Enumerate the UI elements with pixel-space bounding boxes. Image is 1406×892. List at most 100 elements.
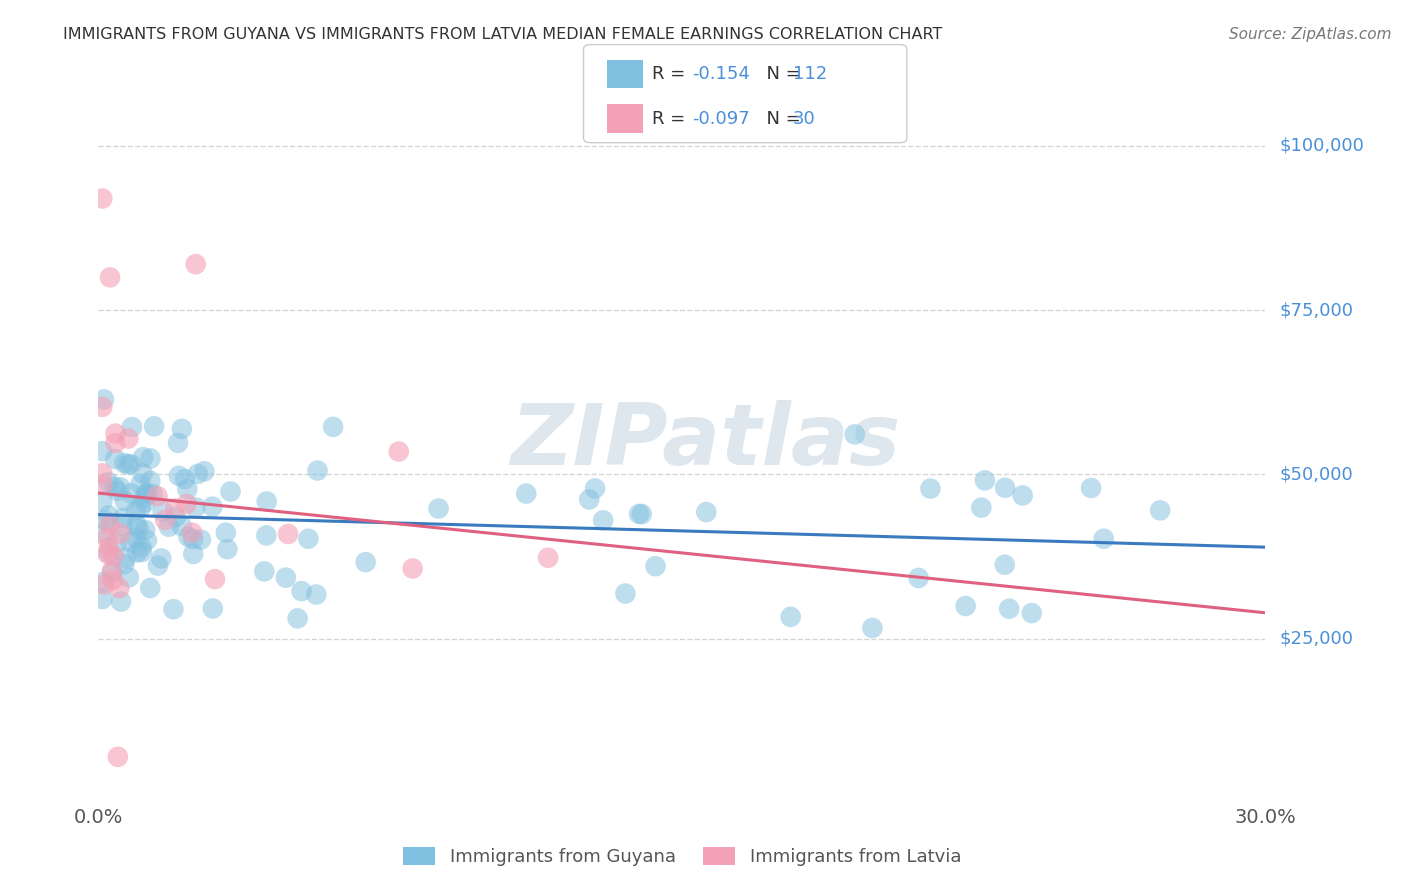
Immigrants from Latvia	[104, 426, 127, 441]
Immigrants from Guyana	[193, 464, 215, 478]
Text: IMMIGRANTS FROM GUYANA VS IMMIGRANTS FROM LATVIA MEDIAN FEMALE EARNINGS CORRELAT: IMMIGRANTS FROM GUYANA VS IMMIGRANTS FRO…	[63, 27, 942, 42]
Immigrants from Guyana	[167, 436, 190, 450]
Immigrants from Latvia	[104, 436, 127, 450]
Text: -0.097: -0.097	[692, 110, 749, 128]
Immigrants from Guyana	[176, 482, 198, 496]
Immigrants from Guyana	[129, 500, 152, 515]
Immigrants from Guyana	[114, 494, 136, 508]
Immigrants from Guyana	[112, 557, 135, 571]
Immigrants from Guyana	[181, 547, 204, 561]
Immigrants from Latvia	[165, 501, 187, 516]
Immigrants from Latvia	[91, 478, 114, 492]
Text: $25,000: $25,000	[1279, 630, 1354, 648]
Immigrants from Latvia	[108, 526, 131, 541]
Immigrants from Guyana	[111, 518, 134, 533]
Immigrants from Latvia	[98, 517, 121, 532]
Immigrants from Latvia	[101, 564, 124, 578]
Immigrants from Guyana	[135, 487, 157, 501]
Immigrants from Guyana	[132, 491, 155, 505]
Immigrants from Latvia	[91, 192, 114, 206]
Immigrants from Guyana	[1092, 532, 1115, 546]
Immigrants from Guyana	[134, 523, 156, 537]
Text: ZIPatlas: ZIPatlas	[510, 400, 900, 483]
Immigrants from Guyana	[125, 531, 148, 545]
Immigrants from Guyana	[290, 584, 312, 599]
Text: R =: R =	[652, 65, 692, 83]
Immigrants from Guyana	[170, 519, 193, 533]
Immigrants from Latvia	[388, 444, 411, 458]
Immigrants from Guyana	[862, 621, 884, 635]
Immigrants from Guyana	[134, 495, 156, 509]
Immigrants from Guyana	[427, 501, 450, 516]
Text: N =: N =	[755, 65, 807, 83]
Text: Source: ZipAtlas.com: Source: ZipAtlas.com	[1229, 27, 1392, 42]
Immigrants from Guyana	[139, 451, 162, 466]
Immigrants from Guyana	[129, 477, 152, 491]
Immigrants from Latvia	[97, 547, 120, 561]
Immigrants from Latvia	[103, 549, 125, 563]
Immigrants from Guyana	[974, 474, 997, 488]
Immigrants from Guyana	[201, 500, 224, 514]
Immigrants from Guyana	[120, 535, 142, 549]
Text: N =: N =	[755, 110, 807, 128]
Immigrants from Guyana	[354, 555, 377, 569]
Immigrants from Guyana	[157, 520, 180, 534]
Immigrants from Guyana	[110, 594, 132, 608]
Immigrants from Guyana	[287, 611, 309, 625]
Immigrants from Guyana	[215, 525, 238, 540]
Immigrants from Latvia	[98, 270, 121, 285]
Immigrants from Guyana	[994, 558, 1017, 572]
Immigrants from Guyana	[115, 550, 138, 565]
Immigrants from Guyana	[103, 480, 125, 494]
Immigrants from Guyana	[187, 467, 209, 481]
Immigrants from Latvia	[176, 497, 198, 511]
Immigrants from Latvia	[204, 572, 226, 586]
Immigrants from Latvia	[93, 577, 115, 591]
Immigrants from Guyana	[136, 533, 159, 548]
Immigrants from Latvia	[153, 513, 176, 527]
Immigrants from Guyana	[779, 609, 801, 624]
Text: 30: 30	[793, 110, 815, 128]
Immigrants from Guyana	[170, 422, 193, 436]
Immigrants from Guyana	[165, 509, 187, 524]
Immigrants from Guyana	[93, 392, 115, 407]
Immigrants from Guyana	[1080, 481, 1102, 495]
Text: -0.154: -0.154	[692, 65, 749, 83]
Immigrants from Guyana	[91, 444, 114, 458]
Immigrants from Guyana	[305, 588, 328, 602]
Immigrants from Guyana	[101, 566, 124, 580]
Immigrants from Guyana	[125, 504, 148, 518]
Immigrants from Latvia	[537, 550, 560, 565]
Immigrants from Latvia	[277, 527, 299, 541]
Immigrants from Guyana	[125, 518, 148, 533]
Immigrants from Guyana	[998, 601, 1021, 615]
Immigrants from Guyana	[127, 545, 149, 559]
Immigrants from Guyana	[1149, 503, 1171, 517]
Immigrants from Latvia	[101, 573, 124, 587]
Immigrants from Guyana	[181, 532, 204, 546]
Immigrants from Guyana	[628, 507, 651, 521]
Immigrants from Guyana	[131, 467, 153, 481]
Immigrants from Guyana	[201, 601, 224, 615]
Immigrants from Guyana	[128, 522, 150, 536]
Immigrants from Guyana	[139, 581, 162, 595]
Immigrants from Guyana	[152, 505, 174, 519]
Immigrants from Guyana	[143, 419, 166, 434]
Immigrants from Guyana	[167, 468, 190, 483]
Immigrants from Guyana	[920, 482, 942, 496]
Immigrants from Guyana	[105, 536, 128, 550]
Immigrants from Guyana	[136, 486, 159, 500]
Immigrants from Latvia	[91, 467, 114, 481]
Immigrants from Latvia	[181, 525, 204, 540]
Immigrants from Guyana	[142, 487, 165, 501]
Immigrants from Guyana	[1011, 488, 1033, 502]
Immigrants from Guyana	[583, 482, 606, 496]
Immigrants from Guyana	[695, 505, 717, 519]
Immigrants from Guyana	[104, 452, 127, 467]
Immigrants from Guyana	[120, 457, 142, 471]
Immigrants from Guyana	[150, 551, 173, 566]
Immigrants from Guyana	[955, 599, 977, 613]
Immigrants from Guyana	[162, 602, 184, 616]
Immigrants from Guyana	[190, 533, 212, 547]
Immigrants from Guyana	[118, 570, 141, 584]
